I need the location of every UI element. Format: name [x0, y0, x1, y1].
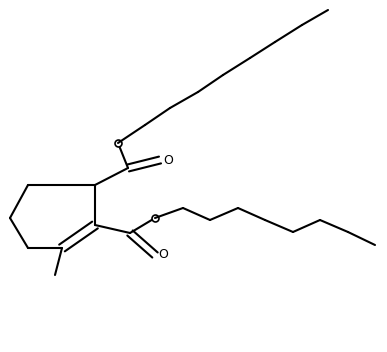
Text: O: O [158, 249, 168, 262]
Text: O: O [163, 153, 173, 166]
